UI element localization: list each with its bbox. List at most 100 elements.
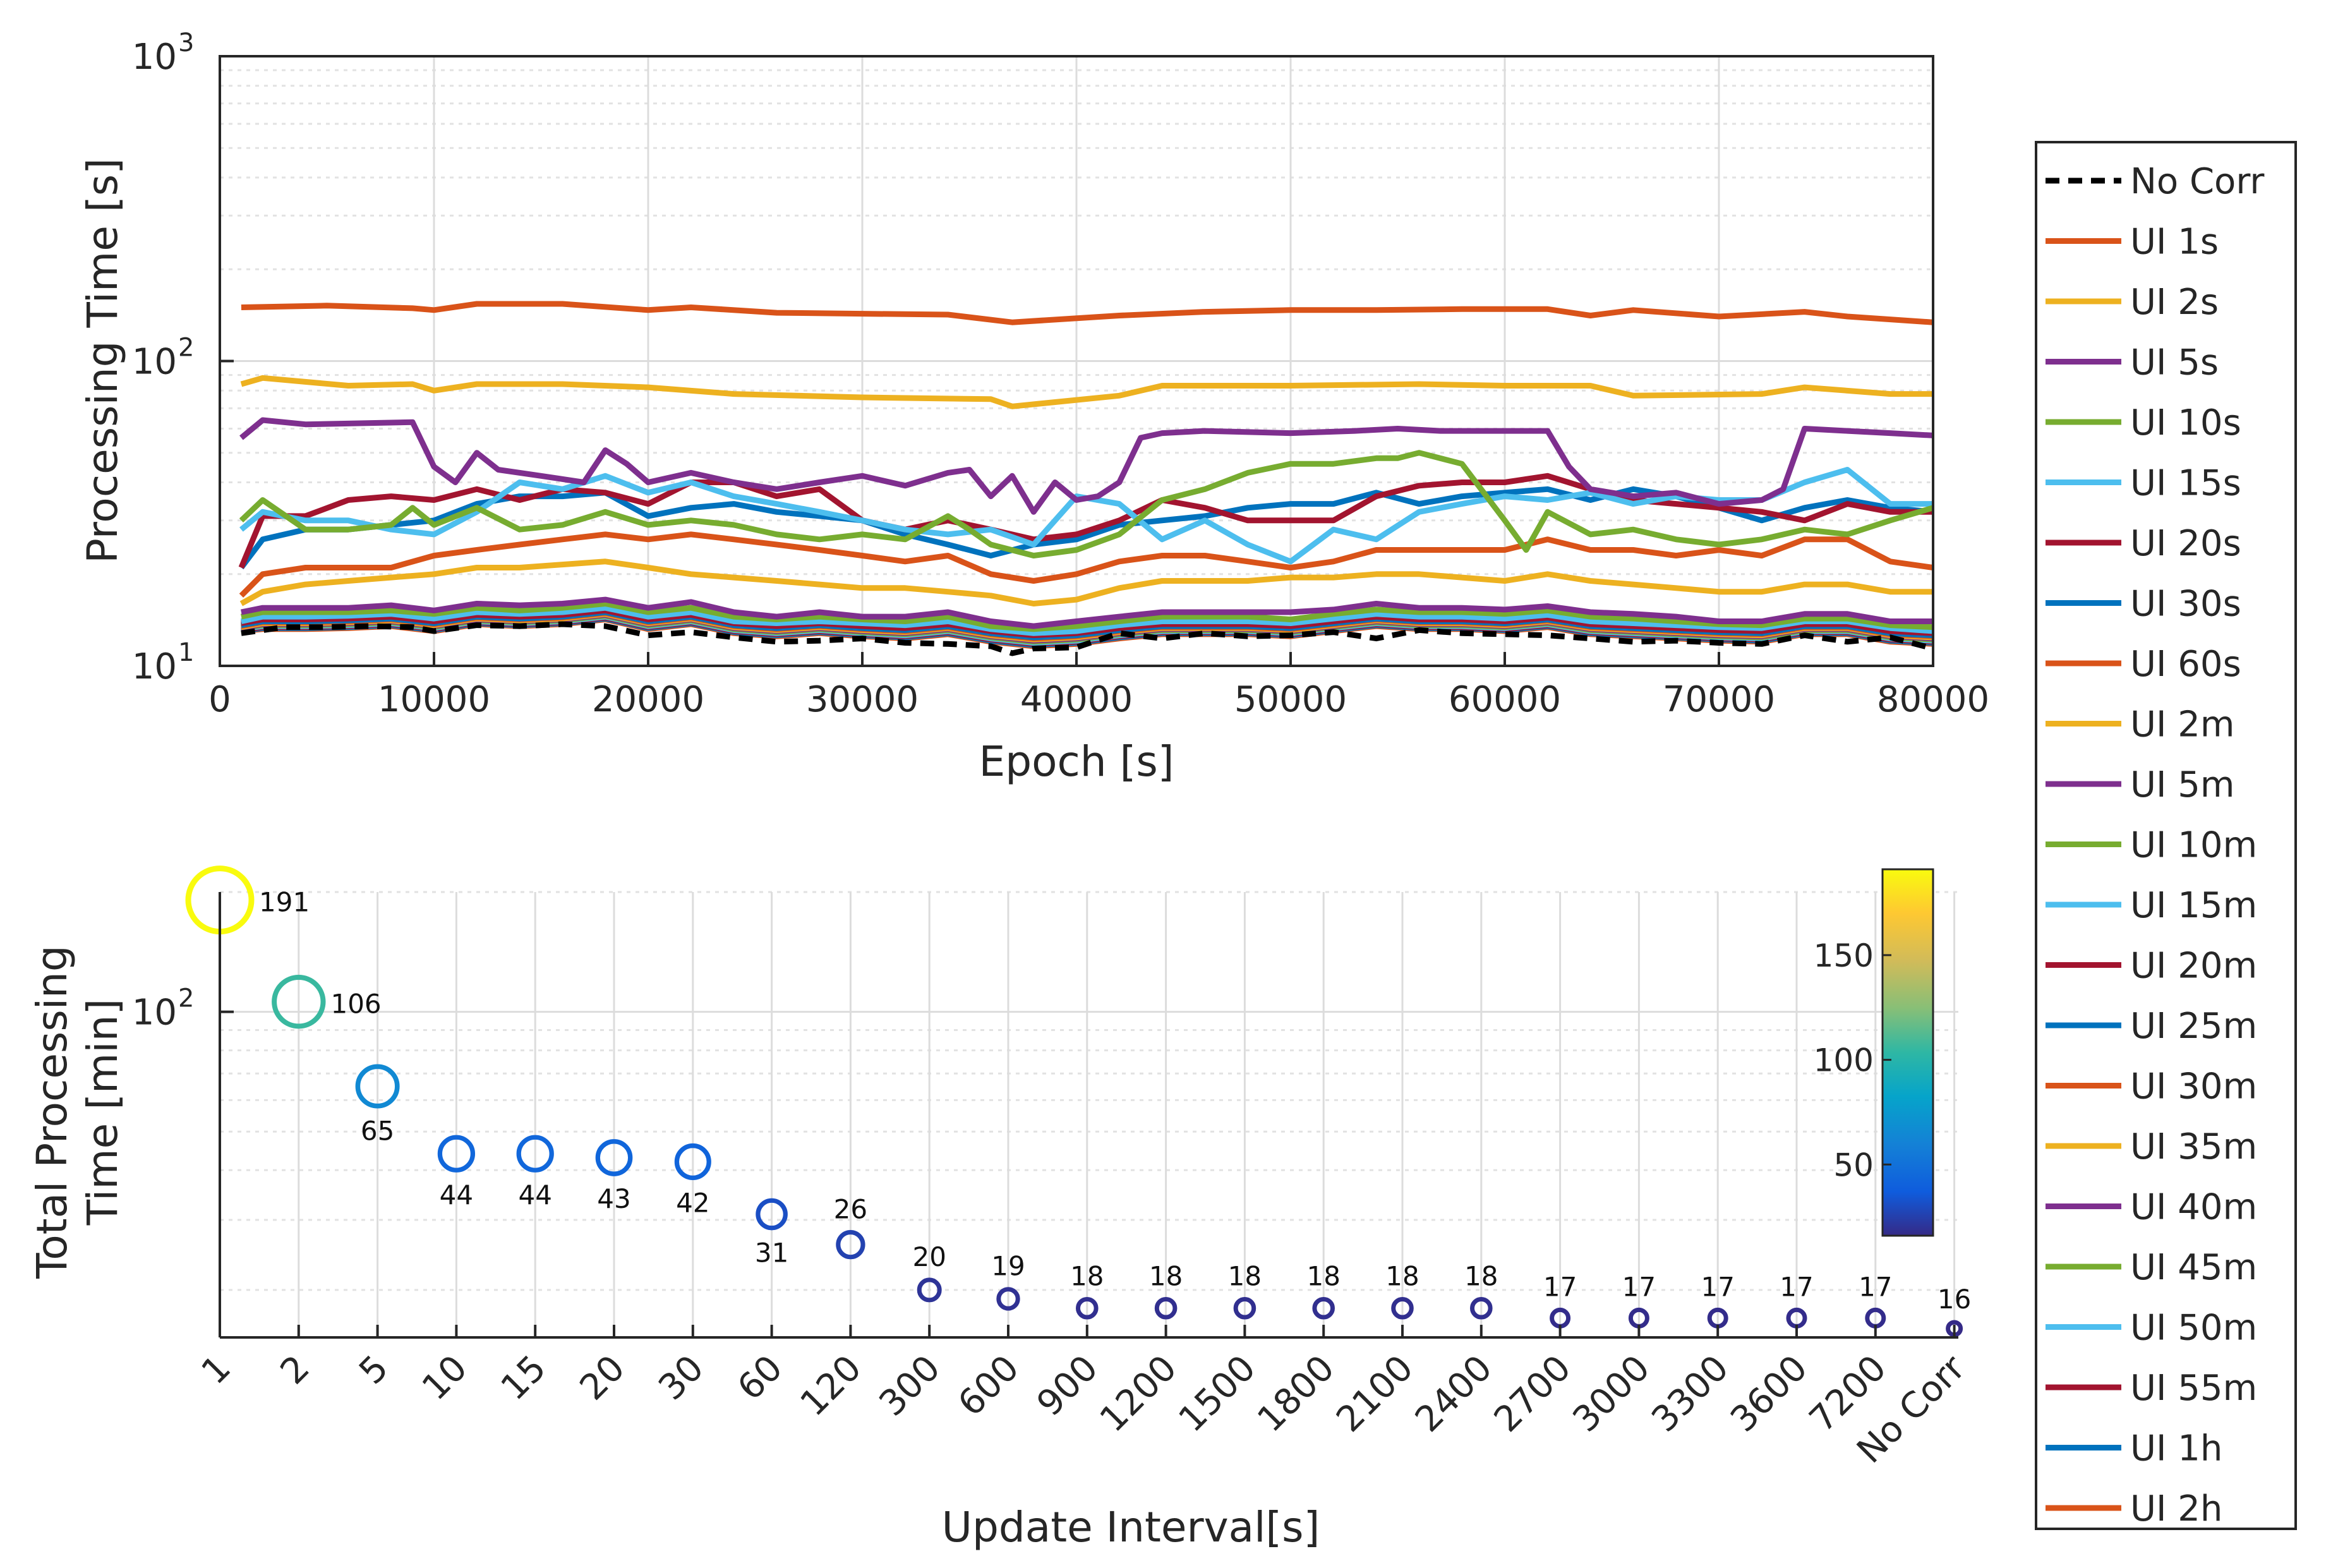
legend-label: UI 10s [2130, 402, 2241, 443]
series-line-ui-2m [239, 558, 1933, 606]
scatter-point [1470, 1296, 1493, 1320]
bottom-x-tick-label: 15 [493, 1348, 554, 1408]
bottom-x-tick-label: 10 [414, 1348, 475, 1408]
top-y-tick-exponent: 3 [178, 28, 194, 57]
scatter-data-label: 18 [1385, 1260, 1419, 1291]
scatter-point [1076, 1296, 1099, 1320]
top-x-ticks: 0 10000 20000 30000 40000 50000 60000 70000 8000… [208, 652, 1989, 720]
bottom-x-tick-label: 2 [273, 1348, 318, 1392]
top-x-tick-label: 40000 [1020, 679, 1133, 720]
bottom-markers [185, 865, 1963, 1337]
bottom-grid [219, 891, 1958, 1337]
legend-label: UI 15s [2130, 463, 2241, 504]
bottom-x-tick-label: 1 [194, 1348, 239, 1392]
colorbar-tick-label: 150 [1814, 938, 1874, 974]
series-line-ui-15m [240, 605, 1934, 636]
bottom-x-tick-label: 2100 [1329, 1348, 1421, 1440]
top-y-tick-exponent: 1 [178, 638, 194, 667]
bottom-x-tick-label: 2700 [1486, 1348, 1579, 1440]
scatter-data-label: 18 [1464, 1260, 1498, 1291]
legend-label: UI 50m [2130, 1308, 2257, 1349]
bottom-x-tick-label: 300 [872, 1348, 949, 1425]
legend-label: UI 5s [2130, 342, 2219, 383]
scatter-data-label: 18 [1070, 1260, 1104, 1291]
legend-label: No Corr [2130, 161, 2265, 202]
top-x-tick-label: 50000 [1234, 679, 1347, 720]
legend-label: UI 10m [2130, 825, 2257, 866]
scatter-point [836, 1229, 865, 1260]
top-line-chart: 0 10000 20000 30000 40000 50000 60000 70000 8000… [78, 28, 1989, 786]
series-line-ui-10s [239, 450, 1934, 558]
colorbar-ticks: 50 100 150 [1814, 938, 1891, 1183]
bottom-x-tick-label: 5 [351, 1348, 396, 1392]
series-line-no-corr [241, 621, 1934, 656]
top-x-tick-label: 70000 [1663, 679, 1775, 720]
scatter-data-label: 106 [330, 989, 381, 1020]
scatter-point [1391, 1296, 1414, 1320]
scatter-point [1154, 1296, 1178, 1320]
scatter-data-label: 17 [1622, 1271, 1656, 1302]
scatter-point [1312, 1296, 1335, 1320]
scatter-data-label: 26 [834, 1194, 867, 1225]
bottom-x-tick-label: 120 [793, 1348, 870, 1425]
legend-label: UI 20m [2130, 946, 2257, 987]
bottom-x-tick-label: 2400 [1407, 1348, 1500, 1440]
top-y-tick-base: 10 [132, 646, 177, 687]
scatter-data-label: 19 [991, 1251, 1025, 1282]
scatter-data-label: 42 [676, 1187, 709, 1218]
scatter-data-label: 18 [1228, 1260, 1262, 1291]
legend-box [2035, 141, 2297, 1530]
legend-label: UI 15m [2130, 885, 2257, 926]
bottom-scatter-chart: 191 106 65 44 44 43 42 31 26 20 19 18 18 18 18 18 18 17 17… [28, 865, 1973, 1552]
scatter-point [996, 1287, 1020, 1311]
top-x-tick-label: 30000 [806, 679, 919, 720]
colorbar-tick-label: 100 [1814, 1042, 1874, 1079]
bottom-x-tick-label: 3000 [1565, 1348, 1658, 1440]
scatter-point [272, 974, 326, 1029]
scatter-data-label: 16 [1937, 1284, 1971, 1315]
legend-label: UI 45m [2130, 1247, 2257, 1288]
scatter-data-label: 44 [518, 1179, 551, 1210]
bottom-x-axis-label: Update Interval[s] [942, 1503, 1320, 1552]
colorbar-tick-label: 50 [1833, 1147, 1874, 1183]
scatter-data-label: 43 [597, 1183, 630, 1214]
legend-label: UI 2m [2130, 704, 2234, 745]
scatter-data-label: 17 [1780, 1271, 1813, 1302]
series-line-ui-15s [239, 467, 1933, 565]
scatter-data-label: 20 [912, 1241, 946, 1272]
legend-label: UI 40m [2130, 1187, 2257, 1228]
legend: No Corr UI 1s UI 2s UI 5s UI 10s UI 15s UI 20s… [2035, 141, 2297, 1530]
series-line-ui-60s [239, 531, 1934, 598]
legend-label: UI 35m [2130, 1126, 2257, 1167]
top-x-axis-label: Epoch [s] [979, 737, 1174, 786]
series-line-ui-5m [241, 596, 1933, 629]
bottom-y-axis-label-line-1: Total Processing [28, 945, 76, 1279]
scatter-point [437, 1135, 476, 1173]
scatter-data-label: 191 [259, 887, 310, 918]
scatter-point [917, 1277, 942, 1303]
series-line-ui-1s [241, 301, 1934, 325]
bottom-x-tick-label: 1800 [1250, 1348, 1342, 1440]
legend-items: No Corr UI 1s UI 2s UI 5s UI 10s UI 15s UI 20s… [2046, 161, 2265, 1529]
legend-label: UI 25m [2130, 1006, 2257, 1047]
bottom-x-tick-label: 600 [950, 1348, 1027, 1425]
legend-label: UI 30m [2130, 1066, 2257, 1107]
bottom-data-labels: 191 106 65 44 44 43 42 31 26 20 19 18 18 18 18 18 18 17 17… [259, 887, 1971, 1315]
legend-label: UI 2s [2130, 282, 2219, 323]
scatter-point [355, 1064, 400, 1109]
scatter-point [516, 1135, 554, 1173]
bottom-y-ticks: 10 2 [132, 984, 234, 1034]
legend-label: UI 20s [2130, 523, 2241, 564]
bottom-x-tick-label: 1500 [1171, 1348, 1264, 1440]
scatter-point [1233, 1296, 1256, 1320]
series-line-ui-10m [240, 601, 1934, 632]
legend-label: UI 1h [2130, 1428, 2222, 1469]
legend-label: UI 2h [2130, 1488, 2222, 1529]
top-y-axis-label: Processing Time [s] [78, 158, 127, 564]
scatter-point [595, 1139, 633, 1176]
scatter-data-label: 31 [755, 1238, 788, 1269]
bottom-y-tick-base: 10 [132, 992, 177, 1034]
scatter-data-label: 44 [440, 1179, 473, 1210]
